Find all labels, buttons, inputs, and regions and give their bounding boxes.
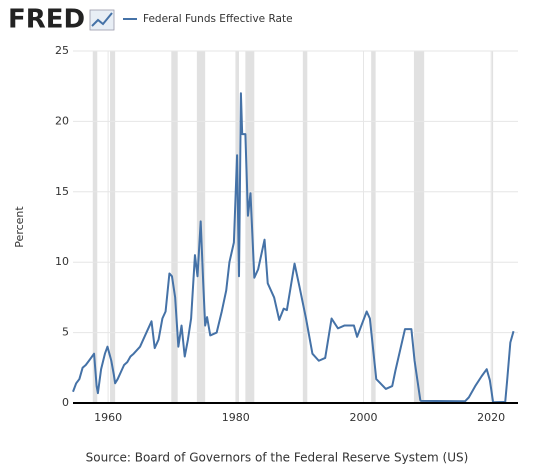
- data-line: [72, 92, 515, 404]
- source-note: Source: Board of Governors of the Federa…: [86, 451, 469, 465]
- logo-icon: [89, 9, 115, 31]
- recession-band: [371, 51, 376, 403]
- logo: FRED: [8, 5, 85, 35]
- recession-band: [413, 51, 425, 403]
- y-tick-label: 10: [55, 255, 69, 268]
- recession-band: [92, 51, 98, 403]
- y-tick-label: 5: [62, 326, 69, 339]
- x-tick-label: 1960: [94, 411, 122, 424]
- x-tick-label: 2000: [349, 411, 377, 424]
- y-tick-label: 25: [55, 44, 69, 57]
- recession-band: [491, 51, 494, 403]
- legend-label: Federal Funds Effective Rate: [143, 13, 293, 25]
- recession-band: [302, 51, 308, 403]
- x-tick-label: 2020: [477, 411, 505, 424]
- x-tick-label: 1980: [222, 411, 250, 424]
- y-tick-label: 15: [55, 185, 69, 198]
- recession-band: [171, 51, 178, 403]
- y-tick-label: 0: [62, 396, 69, 409]
- y-tick-label: 20: [55, 114, 69, 127]
- recession-band: [110, 51, 116, 403]
- y-axis-label: Percent: [13, 206, 26, 248]
- recession-band: [245, 51, 255, 403]
